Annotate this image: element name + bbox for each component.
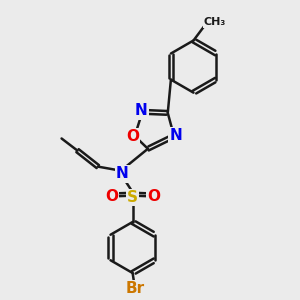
Text: N: N <box>116 166 129 181</box>
Text: O: O <box>126 129 139 144</box>
Text: S: S <box>127 190 138 205</box>
Text: Br: Br <box>126 281 145 296</box>
Text: O: O <box>147 189 160 204</box>
Text: N: N <box>135 103 147 118</box>
Text: CH₃: CH₃ <box>203 16 226 27</box>
Text: O: O <box>105 189 118 204</box>
Text: N: N <box>169 128 182 143</box>
